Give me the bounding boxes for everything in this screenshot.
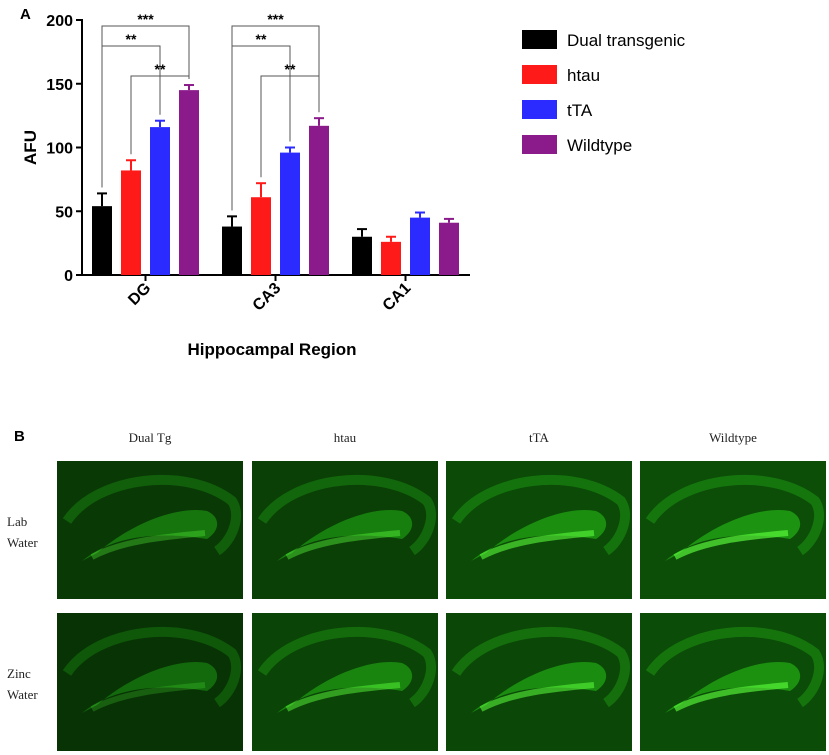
row-label: Zinc Water xyxy=(7,663,57,705)
significance-bracket xyxy=(260,75,320,178)
y-tick-label: 50 xyxy=(55,204,73,221)
hippocampus-micrograph xyxy=(446,613,632,751)
legend-swatch xyxy=(522,135,557,154)
x-axis-label: Hippocampal Region xyxy=(187,340,356,359)
bar xyxy=(439,222,459,275)
bar xyxy=(222,226,242,275)
hippocampus-micrograph xyxy=(446,461,632,599)
legend-label: Wildtype xyxy=(567,136,632,155)
hippocampus-micrograph xyxy=(57,613,243,751)
micrograph-image xyxy=(446,461,632,599)
row-label-line: Water xyxy=(7,687,38,702)
legend-label: htau xyxy=(567,66,600,85)
bar xyxy=(280,152,300,275)
column-label: Wildtype xyxy=(709,430,757,445)
row-label: Lab Water xyxy=(7,511,57,553)
y-tick-label: 150 xyxy=(46,77,73,94)
bar xyxy=(150,127,170,275)
bar xyxy=(309,125,329,275)
hippocampus-micrograph xyxy=(640,461,826,599)
column-label: htau xyxy=(333,430,357,445)
x-tick-label: DG xyxy=(125,280,154,309)
micrograph-image xyxy=(252,461,438,599)
micrograph-image xyxy=(57,613,243,751)
micrograph-image xyxy=(252,613,438,751)
y-tick-label: 200 xyxy=(46,13,73,30)
row-label-line: Zinc xyxy=(7,666,31,681)
significance-bracket xyxy=(101,25,190,188)
hippocampus-micrograph xyxy=(57,461,243,599)
hippocampus-micrograph xyxy=(252,461,438,599)
column-label: Dual Tg xyxy=(128,430,172,445)
significance-label: ** xyxy=(285,61,296,77)
bar xyxy=(179,90,199,275)
significance-label: ** xyxy=(256,31,267,47)
panel-a-letter: A xyxy=(20,6,31,23)
y-axis-label: AFU xyxy=(21,130,40,165)
significance-label: ** xyxy=(155,61,166,77)
bar xyxy=(251,197,271,275)
bar xyxy=(381,241,401,275)
bar xyxy=(92,206,112,275)
legend-label: Dual transgenic xyxy=(567,31,686,50)
legend-label: tTA xyxy=(567,101,593,120)
micrograph-image xyxy=(57,461,243,599)
micrograph-image xyxy=(446,613,632,751)
significance-label: *** xyxy=(267,11,284,27)
panel-b-letter: B xyxy=(14,428,25,445)
row-label-line: Lab xyxy=(7,514,28,529)
hippocampus-micrograph xyxy=(640,613,826,751)
legend-swatch xyxy=(522,100,557,119)
bar xyxy=(410,217,430,275)
significance-label: ** xyxy=(126,31,137,47)
row-label-line: Water xyxy=(7,535,38,550)
significance-bracket xyxy=(130,75,190,155)
bar xyxy=(352,236,372,275)
column-label: tTA xyxy=(529,430,549,445)
micrograph-image xyxy=(640,461,826,599)
bar xyxy=(121,170,141,275)
legend-swatch xyxy=(522,30,557,49)
y-tick-label: 100 xyxy=(46,141,73,158)
bar-chart: 0 50 100 150 200 AFU DG CA3 CA1 Hippocampal Regio… xyxy=(21,11,686,359)
y-tick-label: 0 xyxy=(64,268,73,285)
micrograph-image xyxy=(640,613,826,751)
hippocampus-micrograph xyxy=(252,613,438,751)
x-tick-label: CA3 xyxy=(250,280,285,315)
x-tick-label: CA1 xyxy=(380,280,415,315)
significance-bracket xyxy=(231,25,320,211)
legend-swatch xyxy=(522,65,557,84)
significance-label: *** xyxy=(137,11,154,27)
